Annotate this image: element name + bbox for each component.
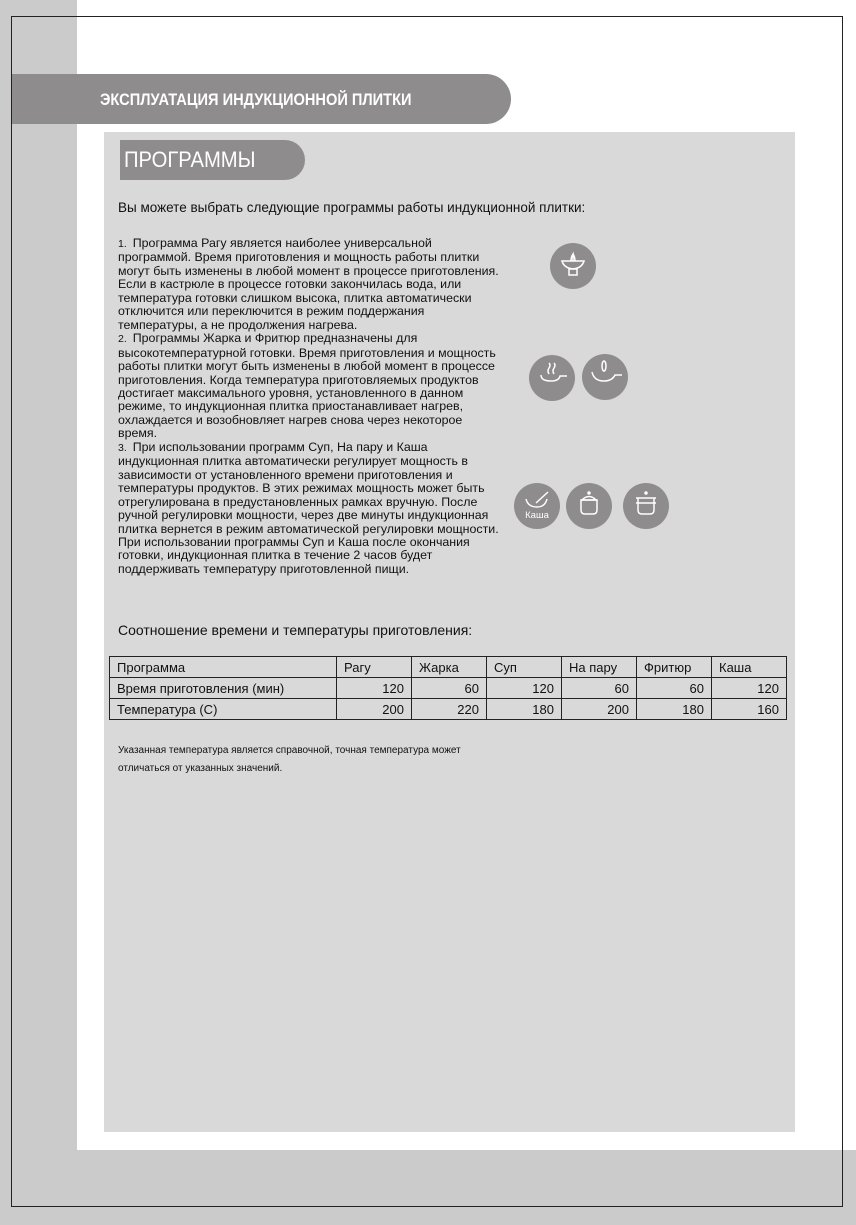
footnote-line: Указанная температура является справочно… [118, 745, 461, 756]
list-item-line: зависимости от установленного времени пр… [118, 467, 499, 482]
frying-pan-steam-icon [529, 355, 575, 401]
list-item-number: 3. [118, 441, 127, 454]
list-item-line: режиме, то индукционная плитка приостана… [118, 400, 499, 413]
list-item-line: 1. Программа Рагу является наиболее униве… [118, 236, 499, 251]
section-title: ПРОГРАММЫ [124, 147, 256, 172]
list-item-line: температуры продуктов. В этих режимах мо… [118, 481, 499, 496]
table-cell: 160 [711, 698, 787, 720]
table-cell: 120 [711, 677, 787, 699]
column-header: Рагу [336, 656, 412, 678]
table-cell: 200 [561, 698, 637, 720]
page-title: ЭКСПЛУАТАЦИЯ ИНДУКЦИОННОЙ ПЛИТКИ [100, 90, 412, 109]
list-item-line: 2. Программы Жарка и Фритюр предназначены… [118, 331, 499, 346]
list-item-line: готовки, индукционная плитка в течение 2… [118, 549, 499, 562]
list-item-text: Если в кастрюле в процессе готовки закон… [118, 277, 462, 292]
program-list: 1. Программа Рагу является наиболее униве… [118, 236, 499, 576]
table-cell: 60 [636, 677, 712, 699]
list-item-line: работы плитки могут быть изменены в любо… [118, 359, 499, 374]
header-band [12, 74, 511, 124]
list-item-text: программой. Время приготовления и мощнос… [118, 250, 480, 265]
porridge-bowl-icon: Каша [514, 483, 560, 529]
list-item-text: охлаждается и возобновляет нагрев снова … [118, 412, 463, 427]
page-frame [11, 16, 843, 1207]
list-item-line: охлаждается и возобновляет нагрев снова … [118, 412, 499, 427]
table-row: Время приготовления (мин) 120 60 120 60 60 120 [109, 677, 787, 699]
list-item-line: ручной регулировки мощности, через две м… [118, 508, 499, 523]
column-header: Фритюр [636, 656, 712, 678]
table-cell: 120 [336, 677, 412, 699]
list-item-text: ручной регулировки мощности, через две м… [118, 508, 489, 523]
list-item-text: могут быть изменены в любой момент в про… [118, 263, 499, 278]
list-item-text: режиме, то индукционная плитка приостана… [118, 399, 464, 414]
list-item-text: температуры, а не продолжения нагрева. [118, 317, 358, 332]
cooking-table: Программа Рагу Жарка Суп На пару Фритюр Каша Вр… [109, 656, 787, 720]
list-item-line: плитка вернется в режим автоматической р… [118, 521, 499, 536]
list-item-line: Если в кастрюле в процессе готовки закон… [118, 278, 499, 291]
table-cell: 200 [336, 698, 412, 720]
list-item-text: Программы Жарка и Фритюр предназначены д… [132, 331, 418, 346]
column-header: Каша [711, 656, 787, 678]
list-item-line: При использовании программы Суп и Каша п… [118, 534, 499, 549]
list-item-line: приготовления. Когда температура пригото… [118, 372, 499, 387]
list-item-line: могут быть изменены в любой момент в про… [118, 263, 499, 278]
list-item-text: работы плитки могут быть изменены в любо… [118, 359, 495, 374]
content-panel [104, 132, 795, 1132]
table-header-row: Программа Рагу Жарка Суп На пару Фритюр Каша [109, 656, 787, 678]
list-item-number: 1. [118, 238, 127, 250]
table-cell: 180 [636, 698, 712, 720]
list-item-text: приготовления. Когда температура пригото… [118, 372, 479, 387]
list-item-text: поддерживать температуру приготовленной … [118, 561, 410, 576]
footnote-line: отличаться от указанных значений. [118, 763, 283, 774]
table-title: Соотношение времени и температуры пригот… [118, 622, 473, 638]
section-tab [120, 140, 305, 180]
bottom-margin-strip [0, 1150, 856, 1225]
column-header: Программа [109, 656, 337, 678]
left-margin-strip [0, 0, 77, 1225]
list-item-text: При использовании программ Суп, На пару … [132, 439, 428, 454]
list-item-line: высокотемпературной готовки. Время приго… [118, 345, 499, 360]
footnote: Указанная температура является справочно… [118, 742, 461, 778]
table-cell: 120 [486, 677, 562, 699]
list-item-line: отрегулирована в предустановленных рамка… [118, 494, 499, 509]
list-item-text: высокотемпературной готовки. Время приго… [118, 345, 496, 360]
intro-text: Вы можете выбрать следующие программы ра… [118, 200, 586, 215]
list-item-line: температуры, а не продолжения нагрева. [118, 317, 499, 332]
table-row: Температура (С) 200 220 180 200 180 160 [109, 698, 787, 720]
ragu-bowl-icon [550, 243, 596, 289]
list-item-text: время. [118, 426, 158, 441]
list-item-line: программой. Время приготовления и мощнос… [118, 251, 499, 264]
deep-fry-pan-icon [582, 354, 628, 400]
table-cell: 220 [411, 698, 487, 720]
list-item-text: индукционная плитка автоматически регули… [118, 454, 468, 469]
list-item-text: зависимости от установленного времени пр… [118, 467, 453, 482]
list-item-text: плитка вернется в режим автоматической р… [118, 521, 499, 536]
column-header: Суп [486, 656, 562, 678]
table-cell: 60 [411, 677, 487, 699]
list-item-text: достигает максимального уровня, установл… [118, 385, 464, 400]
list-item-line: 3. При использовании программ Суп, На пар… [118, 439, 499, 455]
list-item-line: достигает максимального уровня, установл… [118, 385, 499, 400]
list-item-text: При использовании программы Суп и Каша п… [118, 534, 470, 549]
list-item-text: Программа Рагу является наиболее универс… [132, 236, 432, 250]
list-item-line: температура готовки слишком высока, плит… [118, 290, 499, 305]
table-cell: 60 [561, 677, 637, 699]
steamer-pot-icon [623, 483, 669, 529]
list-item-line: время. [118, 427, 499, 440]
table-cell: Время приготовления (мин) [109, 677, 337, 699]
column-header: Жарка [411, 656, 487, 678]
list-item-text: отрегулирована в предустановленных рамка… [118, 494, 478, 509]
list-item-line: поддерживать температуру приготовленной … [118, 561, 499, 576]
table-cell: 180 [486, 698, 562, 720]
list-item-text: отключится или переключится в режим подд… [118, 304, 425, 319]
list-item-number: 2. [118, 333, 127, 346]
list-item-text: готовки, индукционная плитка в течение 2… [118, 548, 433, 563]
kasha-icon-label: Каша [525, 510, 549, 521]
list-item-text: температуры продуктов. В этих режимах мо… [118, 481, 485, 496]
soup-pot-icon [566, 483, 612, 529]
column-header: На пару [561, 656, 637, 678]
list-item-line: индукционная плитка автоматически регули… [118, 455, 499, 468]
list-item-text: температура готовки слишком высока, плит… [118, 290, 472, 305]
list-item-line: отключится или переключится в режим подд… [118, 305, 499, 318]
table-cell: Температура (С) [109, 698, 337, 720]
